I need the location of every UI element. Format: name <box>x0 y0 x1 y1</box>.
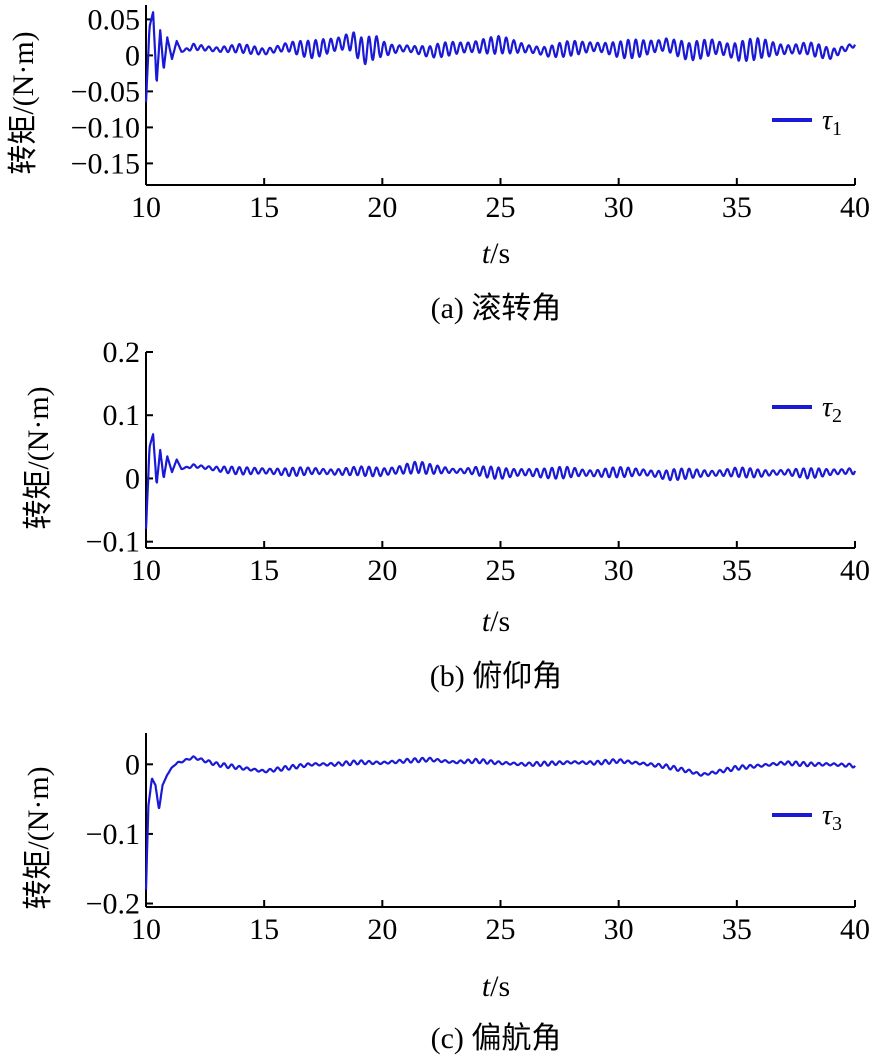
x-tick-label-pitch: 25 <box>486 554 516 587</box>
x-tick-label-yaw: 25 <box>486 913 516 946</box>
x-tick-label-pitch: 15 <box>249 554 279 587</box>
caption-roll: (a) 滚转角 <box>431 292 562 325</box>
x-axis-label-roll: t/s <box>482 237 510 270</box>
x-axis-var-pitch: t <box>482 605 491 638</box>
y-tick-label-roll: −0.10 <box>71 111 140 144</box>
x-tick-label-roll: 30 <box>604 191 634 224</box>
y-tick-label-yaw: −0.1 <box>86 818 140 851</box>
y-tick-label-pitch: 0.2 <box>103 336 141 369</box>
y-tick-label-pitch: 0.1 <box>103 399 141 432</box>
x-tick-label-roll: 25 <box>486 191 516 224</box>
series-line-yaw <box>144 755 856 890</box>
legend-label-pitch: τ2 <box>822 392 842 427</box>
x-axis-unit-roll: /s <box>490 237 510 270</box>
x-tick-label-roll: 35 <box>722 191 752 224</box>
y-tick-label-yaw: 0 <box>125 748 140 781</box>
x-axis-unit-pitch: /s <box>490 605 510 638</box>
y-tick-label-roll: 0.05 <box>88 3 141 36</box>
x-tick-label-pitch: 10 <box>131 554 161 587</box>
y-tick-label-roll: −0.15 <box>71 147 140 180</box>
x-tick-label-roll: 15 <box>249 191 279 224</box>
x-tick-label-yaw: 20 <box>367 913 397 946</box>
x-tick-label-roll: 20 <box>367 191 397 224</box>
x-tick-label-pitch: 30 <box>604 554 634 587</box>
x-axis-var-yaw: t <box>482 970 491 1003</box>
y-axis-label-roll: 转矩/(N·m) <box>7 31 40 174</box>
y-tick-label-roll: 0 <box>125 39 140 72</box>
series-line-pitch <box>144 433 857 530</box>
legend-label-roll: τ1 <box>822 105 842 140</box>
legend-label-yaw: τ3 <box>822 800 842 835</box>
y-tick-label-pitch: 0 <box>125 462 140 495</box>
x-tick-label-yaw: 10 <box>131 913 161 946</box>
x-axis-unit-yaw: /s <box>490 970 510 1003</box>
plot-area-yaw: 10 15 20 25 30 35 40 0 −0.1 −0.2 τ3 <box>86 733 870 946</box>
y-tick-label-yaw: −0.2 <box>86 888 140 921</box>
x-axis-label-yaw: t/s <box>482 970 510 1003</box>
x-tick-label-pitch: 20 <box>367 554 397 587</box>
panel-roll: 10 15 20 25 30 35 40 0.050−0.05−0.10−0.15 τ1 转矩/… <box>7 3 870 325</box>
plot-area-roll: 10 15 20 25 30 35 40 0.050−0.05−0.10−0.15 τ1 <box>71 3 870 224</box>
x-tick-label-yaw: 15 <box>249 913 279 946</box>
y-tick-label-roll: −0.05 <box>71 75 140 108</box>
x-tick-label-roll: 40 <box>840 191 870 224</box>
plot-area-pitch: 10 15 20 25 30 35 40 0.2 0.1 0 −0.1 τ2 <box>86 336 870 587</box>
series-line-roll <box>144 11 856 103</box>
y-axis-label-pitch: 转矩/(N·m) <box>22 386 55 529</box>
y-tick-label-pitch: −0.1 <box>86 526 140 559</box>
x-tick-label-roll: 10 <box>131 191 161 224</box>
x-tick-label-yaw: 30 <box>604 913 634 946</box>
caption-pitch: (b) 俯仰角 <box>430 660 562 693</box>
x-tick-label-pitch: 40 <box>840 554 870 587</box>
panel-pitch: 10 15 20 25 30 35 40 0.2 0.1 0 −0.1 τ2 转矩/(N·m) t/s… <box>22 336 870 693</box>
x-axis-var-roll: t <box>482 237 491 270</box>
caption-yaw: (c) 偏航角 <box>431 1022 562 1055</box>
x-tick-label-pitch: 35 <box>722 554 752 587</box>
panel-yaw: 10 15 20 25 30 35 40 0 −0.1 −0.2 τ3 转矩/(N·m) t/s (… <box>22 733 870 1055</box>
y-axis-label-yaw: 转矩/(N·m) <box>22 766 55 909</box>
x-tick-label-yaw: 40 <box>840 913 870 946</box>
x-tick-label-yaw: 35 <box>722 913 752 946</box>
x-axis-label-pitch: t/s <box>482 605 510 638</box>
